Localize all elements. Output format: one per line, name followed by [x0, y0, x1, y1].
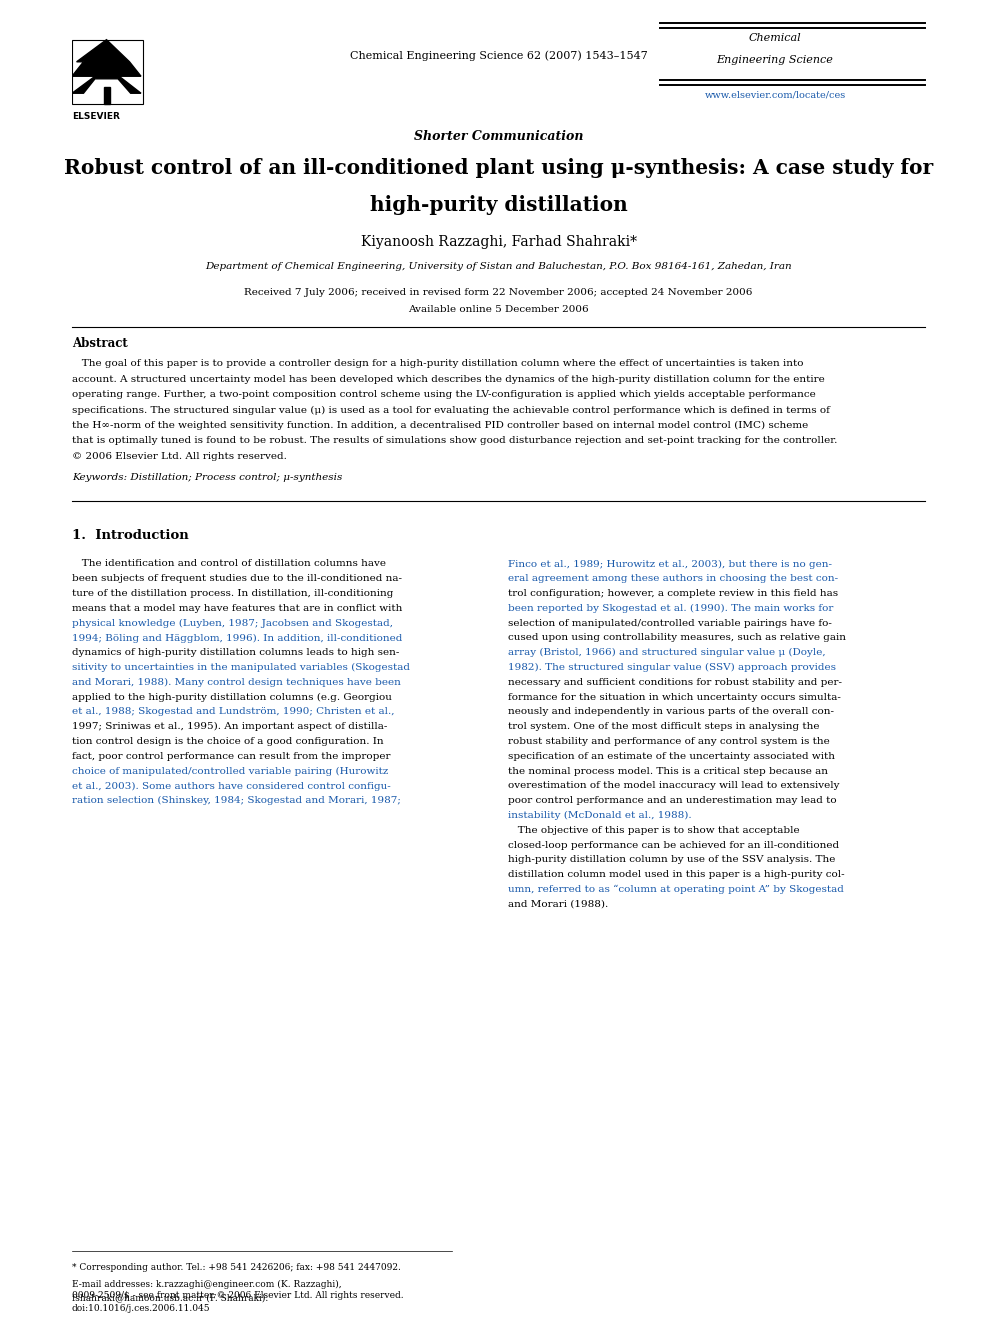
Text: eral agreement among these authors in choosing the best con-: eral agreement among these authors in ch…: [508, 574, 838, 583]
Text: The objective of this paper is to show that acceptable: The objective of this paper is to show t…: [508, 826, 800, 835]
Text: Chemical: Chemical: [749, 33, 802, 44]
Text: and Morari (1988).: and Morari (1988).: [508, 900, 608, 909]
Text: Kiyanoosh Razzaghi, Farhad Shahraki*: Kiyanoosh Razzaghi, Farhad Shahraki*: [360, 235, 637, 249]
Text: ture of the distillation process. In distillation, ill-conditioning: ture of the distillation process. In dis…: [72, 589, 394, 598]
Text: tion control design is the choice of a good configuration. In: tion control design is the choice of a g…: [72, 737, 384, 746]
Text: www.elsevier.com/locate/ces: www.elsevier.com/locate/ces: [704, 90, 845, 99]
Text: doi:10.1016/j.ces.2006.11.045: doi:10.1016/j.ces.2006.11.045: [72, 1304, 210, 1312]
Polygon shape: [104, 87, 110, 105]
Text: umn, referred to as “column at operating point A” by Skogestad: umn, referred to as “column at operating…: [508, 885, 844, 894]
Text: E-mail addresses: k.razzaghi@engineer.com (K. Razzaghi),: E-mail addresses: k.razzaghi@engineer.co…: [72, 1279, 341, 1289]
Text: The identification and control of distillation columns have: The identification and control of distil…: [72, 560, 386, 569]
Text: applied to the high-purity distillation columns (e.g. Georgiou: applied to the high-purity distillation …: [72, 693, 392, 701]
Text: ELSEVIER: ELSEVIER: [72, 112, 120, 122]
Text: poor control performance and an underestimation may lead to: poor control performance and an underest…: [508, 796, 836, 806]
Text: closed-loop performance can be achieved for an ill-conditioned: closed-loop performance can be achieved …: [508, 840, 839, 849]
Text: trol system. One of the most difficult steps in analysing the: trol system. One of the most difficult s…: [508, 722, 819, 732]
Text: physical knowledge (Luyben, 1987; Jacobsen and Skogestad,: physical knowledge (Luyben, 1987; Jacobs…: [72, 619, 393, 628]
Text: necessary and sufficient conditions for robust stability and per-: necessary and sufficient conditions for …: [508, 677, 842, 687]
Text: robust stability and performance of any control system is the: robust stability and performance of any …: [508, 737, 829, 746]
Text: 1.  Introduction: 1. Introduction: [72, 529, 188, 542]
Text: distillation column model used in this paper is a high-purity col-: distillation column model used in this p…: [508, 871, 844, 880]
Text: 1994; Böling and Häggblom, 1996). In addition, ill-conditioned: 1994; Böling and Häggblom, 1996). In add…: [72, 634, 403, 643]
Text: high-purity distillation column by use of the SSV analysis. The: high-purity distillation column by use o…: [508, 856, 835, 864]
Text: means that a model may have features that are in conflict with: means that a model may have features tha…: [72, 603, 403, 613]
Text: fshahraki@hamoon.usb.ac.ir (F. Shahraki).: fshahraki@hamoon.usb.ac.ir (F. Shahraki)…: [72, 1293, 268, 1302]
Text: the H∞-norm of the weighted sensitivity function. In addition, a decentralised P: the H∞-norm of the weighted sensitivity …: [72, 421, 808, 430]
Text: 1982). The structured singular value (SSV) approach provides: 1982). The structured singular value (SS…: [508, 663, 836, 672]
Text: high-purity distillation: high-purity distillation: [370, 194, 627, 216]
Text: Shorter Communication: Shorter Communication: [414, 130, 583, 143]
Text: Chemical Engineering Science 62 (2007) 1543–1547: Chemical Engineering Science 62 (2007) 1…: [349, 50, 648, 61]
Text: © 2006 Elsevier Ltd. All rights reserved.: © 2006 Elsevier Ltd. All rights reserved…: [72, 452, 287, 460]
Text: that is optimally tuned is found to be robust. The results of simulations show g: that is optimally tuned is found to be r…: [72, 437, 837, 446]
Text: formance for the situation in which uncertainty occurs simulta-: formance for the situation in which unce…: [508, 693, 841, 701]
Text: ration selection (Shinskey, 1984; Skogestad and Morari, 1987;: ration selection (Shinskey, 1984; Skoges…: [72, 796, 401, 806]
Text: Abstract: Abstract: [72, 337, 128, 351]
Text: trol configuration; however, a complete review in this field has: trol configuration; however, a complete …: [508, 589, 838, 598]
Text: overestimation of the model inaccuracy will lead to extensively: overestimation of the model inaccuracy w…: [508, 782, 839, 791]
Text: Available online 5 December 2006: Available online 5 December 2006: [408, 306, 589, 314]
Text: The goal of this paper is to provide a controller design for a high-purity disti: The goal of this paper is to provide a c…: [72, 359, 804, 368]
Text: cused upon using controllability measures, such as relative gain: cused upon using controllability measure…: [508, 634, 846, 643]
Text: array (Bristol, 1966) and structured singular value μ (Doyle,: array (Bristol, 1966) and structured sin…: [508, 648, 825, 658]
Text: 0009-2509/$ - see front matter © 2006 Elsevier Ltd. All rights reserved.: 0009-2509/$ - see front matter © 2006 El…: [72, 1291, 404, 1301]
Text: Finco et al., 1989; Hurowitz et al., 2003), but there is no gen-: Finco et al., 1989; Hurowitz et al., 200…: [508, 560, 832, 569]
Text: et al., 1988; Skogestad and Lundström, 1990; Christen et al.,: et al., 1988; Skogestad and Lundström, 1…: [72, 708, 395, 717]
Text: operating range. Further, a two-point composition control scheme using the LV-co: operating range. Further, a two-point co…: [72, 390, 815, 400]
Text: and Morari, 1988). Many control design techniques have been: and Morari, 1988). Many control design t…: [72, 677, 401, 687]
Text: specification of an estimate of the uncertainty associated with: specification of an estimate of the unce…: [508, 751, 835, 761]
Text: been reported by Skogestad et al. (1990). The main works for: been reported by Skogestad et al. (1990)…: [508, 603, 833, 613]
Text: 1997; Sriniwas et al., 1995). An important aspect of distilla-: 1997; Sriniwas et al., 1995). An importa…: [72, 722, 387, 732]
Text: choice of manipulated/controlled variable pairing (Hurowitz: choice of manipulated/controlled variabl…: [72, 767, 389, 775]
Text: Department of Chemical Engineering, University of Sistan and Baluchestan, P.O. B: Department of Chemical Engineering, Univ…: [205, 262, 792, 271]
Text: selection of manipulated/controlled variable pairings have fo-: selection of manipulated/controlled vari…: [508, 619, 832, 627]
Text: neously and independently in various parts of the overall con-: neously and independently in various par…: [508, 708, 834, 717]
Text: Received 7 July 2006; received in revised form 22 November 2006; accepted 24 Nov: Received 7 July 2006; received in revise…: [244, 288, 753, 296]
Bar: [72, 40, 143, 105]
Text: dynamics of high-purity distillation columns leads to high sen-: dynamics of high-purity distillation col…: [72, 648, 400, 658]
Text: Robust control of an ill-conditioned plant using μ-synthesis: A case study for: Robust control of an ill-conditioned pla…: [63, 157, 933, 179]
Text: * Corresponding author. Tel.: +98 541 2426206; fax: +98 541 2447092.: * Corresponding author. Tel.: +98 541 24…: [72, 1263, 401, 1271]
Text: the nominal process model. This is a critical step because an: the nominal process model. This is a cri…: [508, 767, 828, 775]
Text: been subjects of frequent studies due to the ill-conditioned na-: been subjects of frequent studies due to…: [72, 574, 402, 583]
Text: account. A structured uncertainty model has been developed which describes the d: account. A structured uncertainty model …: [72, 374, 824, 384]
Text: fact, poor control performance can result from the improper: fact, poor control performance can resul…: [72, 751, 391, 761]
Text: specifications. The structured singular value (μ) is used as a tool for evaluati: specifications. The structured singular …: [72, 406, 830, 414]
Text: et al., 2003). Some authors have considered control configu-: et al., 2003). Some authors have conside…: [72, 782, 391, 791]
Polygon shape: [72, 40, 141, 93]
Text: Engineering Science: Engineering Science: [716, 56, 833, 65]
Text: sitivity to uncertainties in the manipulated variables (Skogestad: sitivity to uncertainties in the manipul…: [72, 663, 410, 672]
Text: Keywords: Distillation; Process control; μ-synthesis: Keywords: Distillation; Process control;…: [72, 474, 342, 483]
Text: instability (McDonald et al., 1988).: instability (McDonald et al., 1988).: [508, 811, 691, 820]
